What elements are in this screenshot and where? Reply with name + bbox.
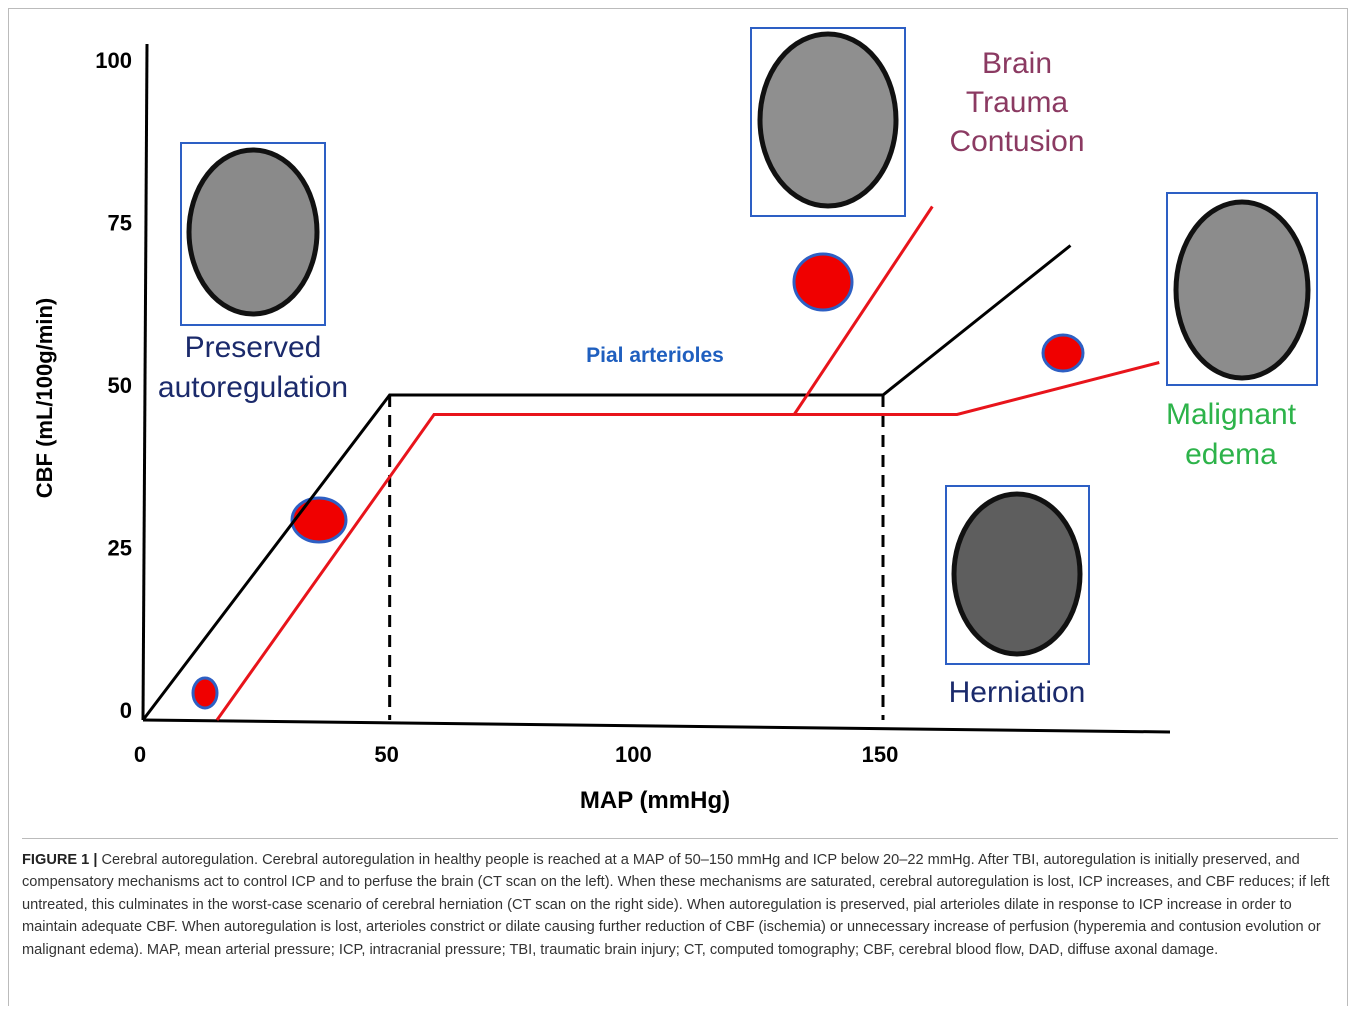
vessel-marker bbox=[792, 252, 854, 312]
y-axis bbox=[141, 43, 149, 721]
ct-scan bbox=[951, 491, 1083, 657]
ct-scan bbox=[1173, 199, 1311, 381]
ct-scan bbox=[757, 31, 899, 209]
vessel-marker bbox=[290, 496, 348, 544]
caption-label: FIGURE 1 | bbox=[22, 852, 98, 868]
x-tick-label: 150 bbox=[862, 742, 899, 767]
y-tick-label: 100 bbox=[95, 48, 132, 73]
annotation: Brain Trauma Contusion bbox=[949, 47, 1084, 158]
ct-scan bbox=[186, 147, 320, 317]
caption-text: Cerebral autoregulation. Cerebral autore… bbox=[22, 852, 1330, 958]
ct-scans bbox=[180, 27, 1318, 665]
annotation: Preserved autoregulation bbox=[158, 331, 348, 404]
y-tick-label: 25 bbox=[108, 535, 132, 560]
x-axis-title: MAP (mmHg) bbox=[580, 787, 730, 814]
y-axis-title: CBF (mL/100g/min) bbox=[32, 298, 57, 498]
annotation: Malignant edema bbox=[1166, 398, 1297, 471]
x-tick-label: 100 bbox=[615, 742, 652, 767]
caption: FIGURE 1 | Cerebral autoregulation. Cere… bbox=[22, 838, 1338, 961]
x-tick-label: 0 bbox=[134, 742, 146, 767]
curve bbox=[792, 205, 934, 416]
curve bbox=[141, 244, 1072, 721]
x-axis bbox=[142, 718, 1171, 734]
vessel-marker bbox=[191, 676, 219, 710]
figure-frame bbox=[8, 8, 1348, 1006]
vessel-marker bbox=[1041, 333, 1085, 373]
y-tick-label: 50 bbox=[108, 373, 132, 398]
vessel-markers bbox=[191, 252, 1085, 710]
annotation: Herniation bbox=[949, 676, 1086, 709]
x-tick-label: 50 bbox=[374, 742, 398, 767]
annotation: Pial arterioles bbox=[586, 344, 724, 367]
y-tick-label: 0 bbox=[120, 698, 132, 723]
chart: Preserved autoregulation Pial arterioles … bbox=[32, 27, 1318, 814]
curve bbox=[215, 361, 1160, 721]
y-tick-label: 75 bbox=[108, 210, 132, 235]
